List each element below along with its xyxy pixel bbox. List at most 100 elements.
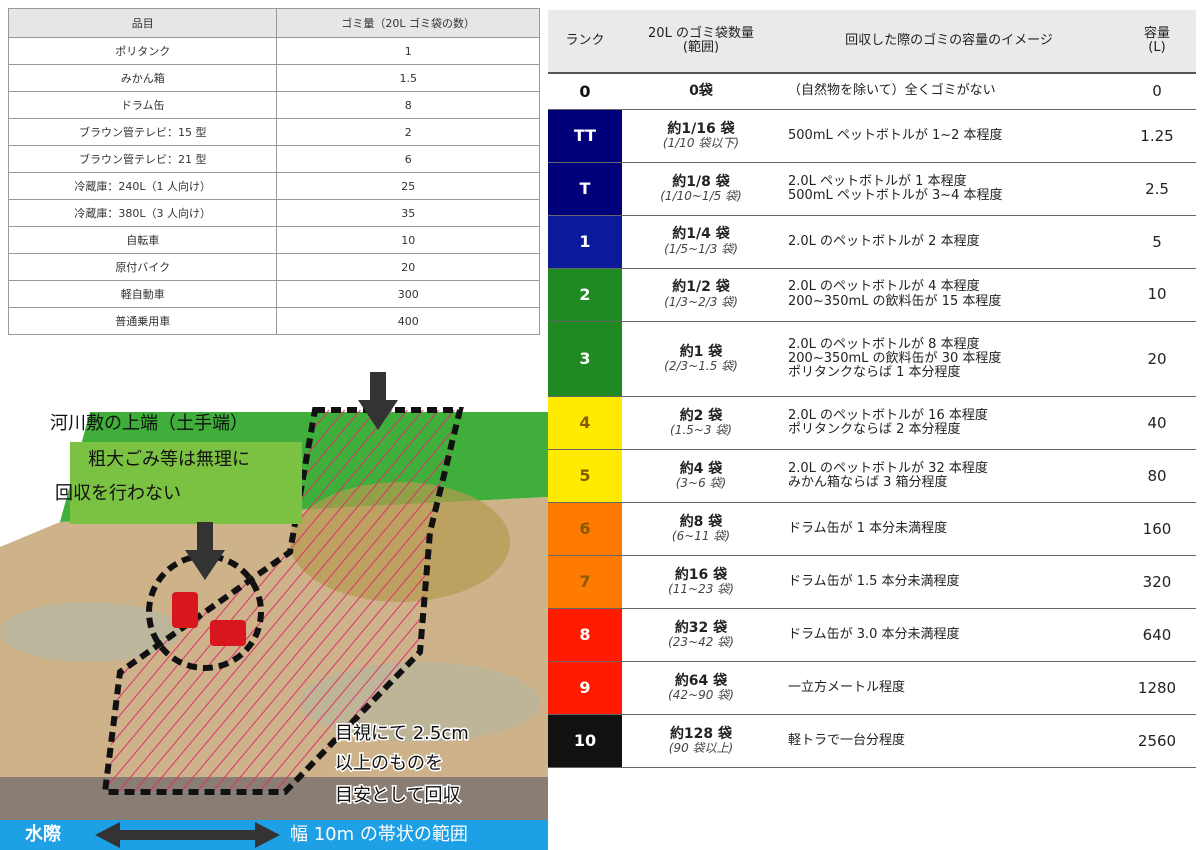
row: 自転車 10 bbox=[7, 226, 540, 254]
arrow bbox=[185, 522, 225, 580]
row: 普通乗用車 400 bbox=[7, 307, 540, 335]
rank-cell: 0 bbox=[548, 73, 622, 110]
bags-text: 約64 袋 bbox=[674, 672, 728, 689]
row: 1 約1/4 袋 (1/5~1/3 袋) 2.0L のペットボトルが 2 本程度 5 bbox=[548, 215, 1196, 269]
bags-cell: 約32 袋 (23~42 袋) bbox=[622, 608, 780, 662]
description-text: ドラム缶が 1.5 本分未満程度 bbox=[788, 573, 960, 589]
range-text: (1/10~1/5 袋) bbox=[660, 188, 742, 203]
description-text: 2.0L のペットボトルが 32 本程度 bbox=[788, 460, 988, 476]
description-text: 2.0L のペットボトルが 8 本程度 bbox=[788, 336, 980, 352]
width-arrow bbox=[95, 822, 280, 848]
range-text: (3~6 袋) bbox=[675, 476, 727, 491]
bags-cell: 0袋 bbox=[622, 73, 780, 110]
note-box bbox=[70, 442, 302, 524]
bags-cell: 約64 袋 (42~90 袋) bbox=[622, 661, 780, 715]
item-cell: 冷蔵庫：240L（1 人向け） bbox=[7, 172, 278, 200]
description-cell: 2.0L のペットボトルが 4 本程度 200~350mL の飲料缶が 15 本程… bbox=[780, 268, 1118, 322]
row: 7 約16 袋 (11~23 袋) ドラム缶が 1.5 本分未満程度 320 bbox=[548, 555, 1196, 610]
header-cell: 品目 bbox=[7, 8, 278, 38]
bags-text: 約8 袋 bbox=[679, 513, 723, 530]
header-text: 回収した際のゴミの容量のイメージ bbox=[845, 32, 1053, 48]
rank-cell: 5 bbox=[548, 449, 622, 504]
item-cell: 普通乗用車 bbox=[7, 307, 278, 335]
description-cell: ドラム缶が 1.5 本分未満程度 bbox=[780, 555, 1118, 610]
header-text: (範囲) bbox=[682, 40, 720, 55]
capacity-cell: 2560 bbox=[1118, 714, 1196, 769]
drum bbox=[172, 592, 198, 628]
description-cell: （自然物を除いて）全くゴミがない bbox=[780, 73, 1118, 110]
header-cell: 20L のゴミ袋数量 (範囲) bbox=[622, 10, 780, 74]
description-cell: 軽トラで一台分程度 bbox=[780, 714, 1118, 769]
description-text: 2.0L のペットボトルが 2 本程度 bbox=[788, 233, 980, 249]
bags-cell: 約8 袋 (6~11 袋) bbox=[622, 502, 780, 557]
range-text: (42~90 袋) bbox=[668, 688, 734, 703]
description-cell: 2.0L のペットボトルが 32 本程度 みかん箱ならば 3 箱分程度 bbox=[780, 449, 1118, 504]
bags-cell: 約4 袋 (3~6 袋) bbox=[622, 449, 780, 504]
range-text: (6~11 袋) bbox=[671, 529, 731, 544]
row: 10 約128 袋 (90 袋以上) 軽トラで一台分程度 2560 bbox=[548, 714, 1196, 769]
header-cell: ランク bbox=[548, 10, 622, 74]
capacity-cell: 320 bbox=[1118, 555, 1196, 610]
description-text: みかん箱ならば 3 箱分程度 bbox=[788, 475, 948, 491]
bags-text: 約128 袋 bbox=[669, 725, 733, 742]
range-text: (2/3~1.5 袋) bbox=[664, 359, 738, 374]
description-text: 500mL ペットボトルが 3~4 本程度 bbox=[788, 187, 1003, 203]
rank-cell: 8 bbox=[548, 608, 622, 662]
rank-cell: 3 bbox=[548, 321, 622, 398]
description-text: 一立方メートル程度 bbox=[788, 679, 906, 695]
bags-cell: 約1/4 袋 (1/5~1/3 袋) bbox=[622, 215, 780, 269]
row: ポリタンク 1 bbox=[7, 37, 540, 65]
grass bbox=[0, 602, 180, 662]
amount-cell: 10 bbox=[276, 226, 540, 254]
description-text: ポリタンクならば 1 本分程度 bbox=[788, 365, 961, 381]
rank-cell: 2 bbox=[548, 268, 622, 322]
row: 8 約32 袋 (23~42 袋) ドラム缶が 3.0 本分未満程度 640 bbox=[548, 608, 1196, 662]
description-text: 200~350mL の飲料缶が 15 本程度 bbox=[788, 293, 1002, 309]
range-text: (23~42 袋) bbox=[668, 635, 734, 650]
bags-text: 約1/8 袋 bbox=[672, 173, 730, 190]
capacity-cell: 1280 bbox=[1118, 661, 1196, 715]
row: 6 約8 袋 (6~11 袋) ドラム缶が 1 本分未満程度 160 bbox=[548, 502, 1196, 557]
description-cell: 一立方メートル程度 bbox=[780, 661, 1118, 715]
header-text: (L) bbox=[1148, 40, 1166, 55]
range-text: (90 袋以上) bbox=[668, 741, 734, 756]
bags-cell: 約16 袋 (11~23 袋) bbox=[622, 555, 780, 610]
arrow bbox=[358, 372, 398, 430]
range-text: (1.5~3 袋) bbox=[670, 423, 732, 438]
capacity-cell: 5 bbox=[1118, 215, 1196, 269]
amount-cell: 6 bbox=[276, 145, 540, 173]
header-text: ランク bbox=[565, 32, 605, 48]
bags-text: 約32 袋 bbox=[674, 619, 728, 636]
row: 軽自動車 300 bbox=[7, 280, 540, 308]
amount-cell: 400 bbox=[276, 307, 540, 335]
range-text: (1/10 袋以下) bbox=[662, 135, 740, 150]
capacity-cell: 80 bbox=[1118, 449, 1196, 504]
row: TT 約1/16 袋 (1/10 袋以下) 500mL ペットボトルが 1~2 本程度… bbox=[548, 109, 1196, 163]
amount-cell: 1 bbox=[276, 37, 540, 65]
capacity-cell: 20 bbox=[1118, 321, 1196, 398]
capacity-cell: 0 bbox=[1118, 73, 1196, 110]
range-text: (11~23 袋) bbox=[668, 582, 734, 597]
amount-cell: 25 bbox=[276, 172, 540, 200]
bulky-note: 回収を行わない bbox=[55, 483, 181, 504]
item-cell: 軽自動車 bbox=[7, 280, 278, 308]
capacity-cell: 40 bbox=[1118, 396, 1196, 451]
row: 9 約64 袋 (42~90 袋) 一立方メートル程度 1280 bbox=[548, 661, 1196, 715]
header-row: 品目 ゴミ量（20L ゴミ袋の数） bbox=[7, 8, 540, 38]
header-row: ランク 20L のゴミ袋数量 (範囲) 回収した際のゴミの容量のイメージ 容量 (L) bbox=[548, 10, 1196, 74]
description-cell: 2.0L のペットボトルが 2 本程度 bbox=[780, 215, 1118, 269]
bags-cell: 約2 袋 (1.5~3 袋) bbox=[622, 396, 780, 451]
rank-cell: T bbox=[548, 162, 622, 216]
header-cell: ゴミ量（20L ゴミ袋の数） bbox=[276, 8, 540, 38]
amount-cell: 2 bbox=[276, 118, 540, 146]
bags-text: 約16 袋 bbox=[674, 566, 728, 583]
description-cell: 2.0L のペットボトルが 16 本程度 ポリタンクならば 2 本分程度 bbox=[780, 396, 1118, 451]
description-text: ドラム缶が 1 本分未満程度 bbox=[788, 520, 948, 536]
description-text: 2.0L ペットボトルが 1 本程度 bbox=[788, 173, 967, 189]
row: 原付バイク 20 bbox=[7, 253, 540, 281]
bulky-note: 粗大ごみ等は無理に bbox=[88, 449, 250, 470]
bags-cell: 約1/8 袋 (1/10~1/5 袋) bbox=[622, 162, 780, 216]
description-text: （自然物を除いて）全くゴミがない bbox=[788, 83, 996, 99]
amount-cell: 20 bbox=[276, 253, 540, 281]
